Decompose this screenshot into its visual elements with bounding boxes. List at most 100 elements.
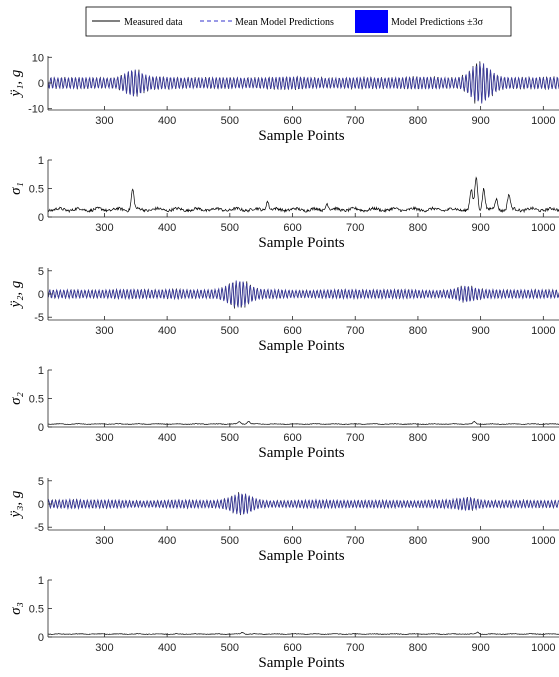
x-tick-label: 300 [95, 325, 113, 337]
series-layer [48, 176, 559, 214]
x-tick-label: 800 [409, 432, 427, 444]
x-axis-label: Sample Points [258, 235, 344, 251]
axes-layer: 300 400 500 600 700 800 900 1000 0 0.5 1 [29, 155, 559, 234]
x-tick-label: 1000 [531, 642, 555, 654]
x-tick-label: 300 [95, 432, 113, 444]
legend-band-label: Model Predictions ±3σ [391, 17, 484, 28]
x-tick-label: 1000 [531, 535, 555, 547]
x-tick-label: 400 [158, 115, 176, 127]
sigma-line [48, 176, 559, 214]
mean-prediction-line [48, 280, 559, 308]
y-axis-label: ÿ₂, g [8, 280, 24, 309]
y-tick-label: 0 [38, 212, 44, 224]
x-tick-label: 800 [409, 535, 427, 547]
x-tick-label: 900 [471, 642, 489, 654]
x-axis-label: Sample Points [258, 128, 344, 144]
x-tick-label: 900 [471, 222, 489, 234]
x-tick-label: 500 [221, 432, 239, 444]
x-tick-label: 400 [158, 535, 176, 547]
x-tick-label: 500 [221, 642, 239, 654]
sigma-line [48, 631, 559, 635]
x-axis-label: Sample Points [258, 548, 344, 564]
y-axis-label: ÿ₃, g [8, 490, 24, 519]
series-layer [48, 631, 559, 635]
x-tick-label: 500 [221, 535, 239, 547]
x-tick-label: 1000 [531, 325, 555, 337]
series-layer [48, 61, 559, 105]
subplot-1: 300 400 500 600 700 800 900 1000 -10 0 10 ÿ₁, g Sa… [8, 52, 559, 144]
y-tick-label: 0 [38, 499, 44, 511]
x-tick-label: 600 [283, 325, 301, 337]
axes-layer: 300 400 500 600 700 800 900 1000 0 0.5 1 [29, 365, 559, 444]
x-tick-label: 600 [283, 222, 301, 234]
mean-prediction-line [48, 493, 559, 515]
x-tick-label: 700 [346, 325, 364, 337]
axes-layer: 300 400 500 600 700 800 900 1000 -10 0 10 [28, 52, 559, 127]
x-tick-label: 700 [346, 222, 364, 234]
x-tick-label: 600 [283, 432, 301, 444]
x-tick-label: 300 [95, 535, 113, 547]
y-axis-label: σ₂ [8, 392, 24, 405]
subplot-3: 300 400 500 600 700 800 900 1000 -5 0 5 ÿ₂, g Samp… [8, 266, 559, 354]
x-tick-label: 900 [471, 535, 489, 547]
y-tick-label: 1 [38, 365, 44, 377]
x-tick-label: 400 [158, 642, 176, 654]
legend-mean-label: Mean Model Predictions [235, 17, 334, 28]
axes-layer: 300 400 500 600 700 800 900 1000 -5 0 5 [34, 266, 559, 337]
x-tick-label: 500 [221, 222, 239, 234]
y-tick-label: -5 [34, 312, 44, 324]
y-tick-label: 0.5 [29, 184, 44, 196]
x-tick-label: 800 [409, 642, 427, 654]
axes-layer: 300 400 500 600 700 800 900 1000 0 0.5 1 [29, 575, 559, 654]
x-tick-label: 600 [283, 535, 301, 547]
x-tick-label: 300 [95, 222, 113, 234]
x-tick-label: 500 [221, 115, 239, 127]
x-tick-label: 900 [471, 432, 489, 444]
y-tick-label: 5 [38, 266, 44, 278]
subplot-2: 300 400 500 600 700 800 900 1000 0 0.5 1 σ₁ Sample… [8, 155, 559, 251]
y-axis-label: σ₁ [8, 182, 24, 195]
x-tick-label: 400 [158, 432, 176, 444]
y-tick-label: 1 [38, 155, 44, 167]
y-tick-label: 10 [32, 52, 44, 64]
x-tick-label: 500 [221, 325, 239, 337]
y-tick-label: 0 [38, 422, 44, 434]
x-tick-label: 1000 [531, 115, 555, 127]
x-tick-label: 700 [346, 535, 364, 547]
y-tick-label: 5 [38, 476, 44, 488]
y-axis-label: σ₃ [8, 602, 24, 615]
y-tick-label: 0.5 [29, 604, 44, 616]
mean-prediction-line [48, 62, 559, 104]
y-tick-label: 1 [38, 575, 44, 587]
x-axis-label: Sample Points [258, 445, 344, 461]
y-tick-label: 0 [38, 632, 44, 644]
x-tick-label: 300 [95, 642, 113, 654]
x-tick-label: 700 [346, 432, 364, 444]
x-tick-label: 600 [283, 642, 301, 654]
subplot-6: 300 400 500 600 700 800 900 1000 0 0.5 1 σ₃ Sample… [8, 575, 559, 671]
subplot-5: 300 400 500 600 700 800 900 1000 -5 0 5 ÿ₃, g Samp… [8, 476, 559, 564]
x-tick-label: 300 [95, 115, 113, 127]
x-axis-label: Sample Points [258, 655, 344, 671]
x-tick-label: 1000 [531, 222, 555, 234]
x-tick-label: 900 [471, 115, 489, 127]
y-tick-label: -5 [34, 522, 44, 534]
y-tick-label: -10 [28, 104, 44, 116]
y-tick-label: 0 [38, 289, 44, 301]
series-layer [48, 420, 559, 425]
legend-measured-label: Measured data [124, 17, 183, 28]
x-tick-label: 900 [471, 325, 489, 337]
sigma-line [48, 420, 559, 425]
series-layer [48, 492, 559, 516]
x-tick-label: 1000 [531, 432, 555, 444]
legend-band-swatch [355, 10, 388, 33]
y-axis-label: ÿ₁, g [8, 69, 24, 98]
x-tick-label: 400 [158, 325, 176, 337]
legend-box [85, 6, 512, 37]
series-layer [48, 279, 559, 309]
x-tick-label: 600 [283, 115, 301, 127]
x-tick-label: 800 [409, 325, 427, 337]
legend: Measured data Mean Model Predictions Mod… [85, 6, 512, 37]
x-tick-label: 400 [158, 222, 176, 234]
axes-layer: 300 400 500 600 700 800 900 1000 -5 0 5 [34, 476, 559, 547]
